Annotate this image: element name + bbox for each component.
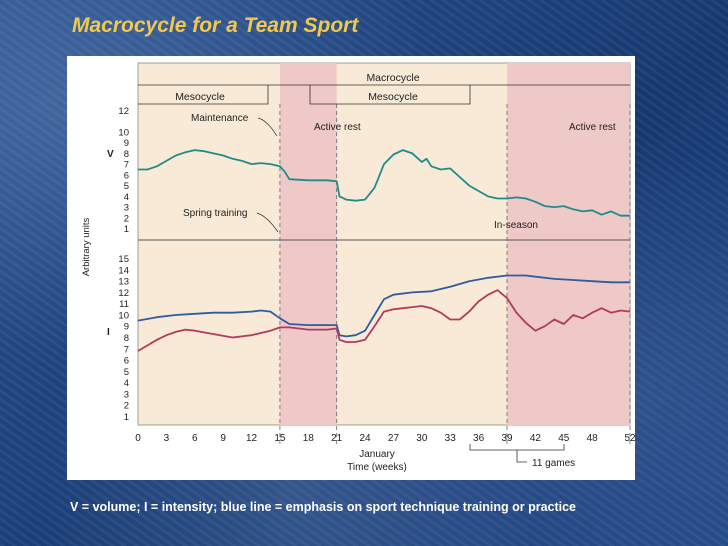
y-axis-label: Arbitrary units <box>81 217 92 276</box>
y-tick-i-15: 15 <box>118 254 129 265</box>
active-rest-label-2: Active rest <box>569 122 616 133</box>
volume-panel-label: V <box>107 149 114 160</box>
y-tick-i-9: 9 <box>124 322 129 333</box>
y-tick-v-2: 2 <box>124 213 129 224</box>
shaded-period-2 <box>507 63 630 425</box>
y-tick-i-1: 1 <box>124 412 129 423</box>
y-tick-v-10: 10 <box>118 127 129 138</box>
y-tick-v-5: 5 <box>124 181 129 192</box>
macrocycle-chart: Macrocycle Mesocycle Mesocycle Maintenan… <box>81 62 635 473</box>
x-tick-21: 21 <box>331 433 343 444</box>
intensity-line <box>137 289 631 352</box>
mesocycle-label-2: Mesocycle <box>368 91 418 103</box>
x-tick-33: 33 <box>445 433 457 444</box>
x-tick-18: 18 <box>303 433 315 444</box>
x-tick-42: 42 <box>530 433 542 444</box>
mesocycle-label-1: Mesocycle <box>175 91 225 103</box>
y-tick-i-12: 12 <box>118 288 129 299</box>
y-tick-v-9: 9 <box>124 138 129 149</box>
shaded-period-1 <box>279 63 337 425</box>
spring-training-label: Spring training <box>183 208 247 219</box>
x-tick-15: 15 <box>274 433 286 444</box>
volume-line <box>138 149 630 217</box>
technique-emphasis-line <box>137 274 630 338</box>
y-tick-i-6: 6 <box>124 356 129 367</box>
active-rest-label-1: Active rest <box>314 122 361 133</box>
mesocycle-bracket-1 <box>138 85 269 105</box>
y-tick-i-3: 3 <box>124 389 129 400</box>
y-tick-i-5: 5 <box>124 367 129 378</box>
y-tick-i-7: 7 <box>124 344 129 355</box>
intensity-panel-label: I <box>107 327 110 338</box>
x-tick-39: 39 <box>501 433 513 444</box>
macrocycle-label: Macrocycle <box>366 72 419 84</box>
y-tick-i-10: 10 <box>118 310 129 321</box>
maintenance-leader <box>257 117 278 137</box>
x-tick-3: 3 <box>164 433 170 444</box>
in-season-label: In-season <box>494 220 538 231</box>
spring-training-leader <box>256 212 279 233</box>
x-tick-52: 52 <box>624 433 635 444</box>
x-tick-9: 9 <box>220 433 226 444</box>
y-tick-i-8: 8 <box>124 333 129 344</box>
y-tick-v-12: 12 <box>118 106 129 117</box>
footer-note: V = volume; I = intensity; blue line = e… <box>70 500 577 514</box>
y-tick-v-8: 8 <box>124 149 129 160</box>
x-tick-48: 48 <box>587 433 599 444</box>
y-tick-i-4: 4 <box>124 378 129 389</box>
x-tick-45: 45 <box>558 433 570 444</box>
games-bracket <box>469 444 565 463</box>
y-tick-v-4: 4 <box>124 192 129 203</box>
x-tick-6: 6 <box>192 433 198 444</box>
y-tick-i-13: 13 <box>118 277 129 288</box>
y-tick-i-2: 2 <box>124 401 129 412</box>
games-label: 11 games <box>532 458 575 469</box>
y-tick-v-7: 7 <box>124 160 129 171</box>
maintenance-label: Maintenance <box>191 113 249 124</box>
y-tick-i-11: 11 <box>119 299 129 310</box>
mesocycle-bracket-2 <box>309 85 471 105</box>
y-tick-v-3: 3 <box>124 203 129 214</box>
slide-title: Macrocycle for a Team Sport <box>72 14 359 37</box>
x-axis-label: Time (weeks) <box>347 462 407 473</box>
x-month-label: January <box>359 449 395 460</box>
y-tick-i-14: 14 <box>118 265 129 276</box>
x-tick-30: 30 <box>416 433 428 444</box>
x-tick-0: 0 <box>135 433 141 444</box>
y-tick-v-1: 1 <box>124 224 129 235</box>
y-tick-v-6: 6 <box>124 170 129 181</box>
x-tick-36: 36 <box>473 433 485 444</box>
x-tick-24: 24 <box>360 433 372 444</box>
x-tick-27: 27 <box>388 433 400 444</box>
x-tick-12: 12 <box>246 433 258 444</box>
